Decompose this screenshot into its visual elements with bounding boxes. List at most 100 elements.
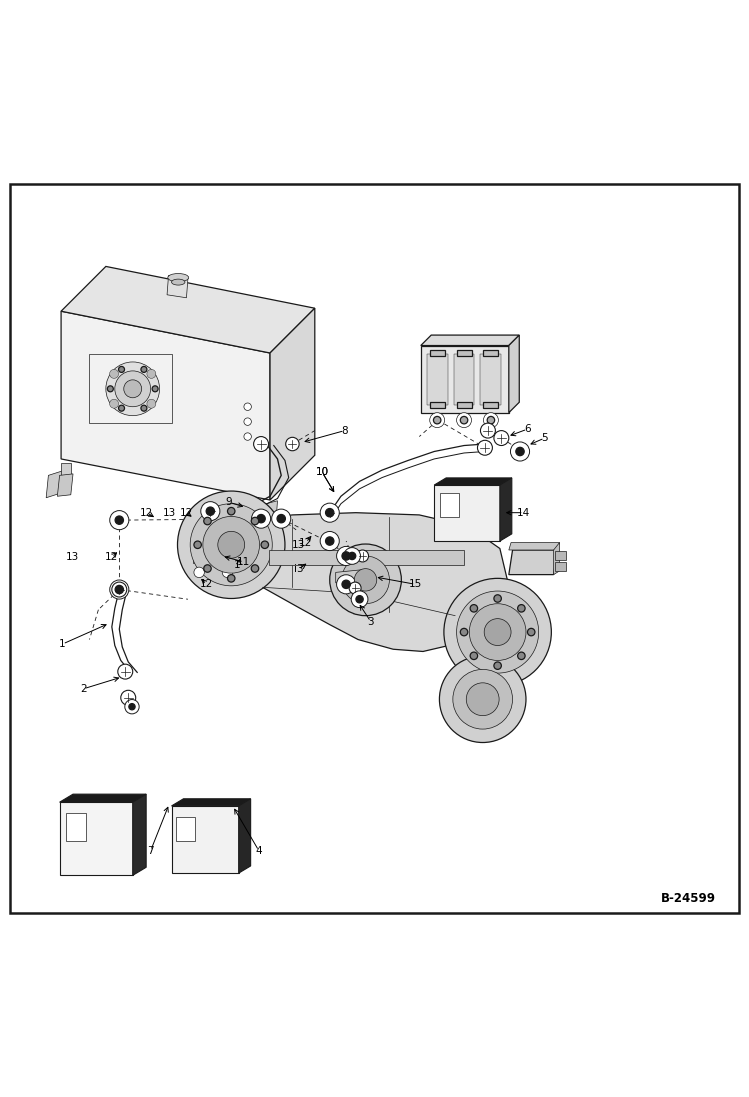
Polygon shape	[192, 523, 246, 531]
Ellipse shape	[168, 273, 189, 282]
Text: 13: 13	[292, 540, 305, 550]
Polygon shape	[61, 267, 315, 353]
Circle shape	[254, 437, 269, 452]
Circle shape	[110, 510, 129, 530]
Text: 1·: 1·	[234, 559, 243, 570]
Circle shape	[203, 517, 260, 573]
Circle shape	[257, 514, 265, 523]
Circle shape	[118, 664, 133, 679]
Circle shape	[222, 567, 233, 578]
Text: 9: 9	[225, 497, 232, 507]
Circle shape	[320, 531, 339, 551]
Text: i3: i3	[294, 564, 303, 575]
Bar	[457, 350, 472, 355]
Circle shape	[494, 431, 509, 445]
Circle shape	[326, 509, 334, 517]
Polygon shape	[421, 346, 509, 412]
Circle shape	[457, 412, 472, 428]
Polygon shape	[192, 531, 238, 566]
Text: 12: 12	[299, 538, 312, 547]
Circle shape	[470, 603, 526, 660]
Circle shape	[228, 575, 235, 583]
Circle shape	[342, 552, 351, 561]
Polygon shape	[238, 523, 246, 566]
Polygon shape	[259, 500, 277, 527]
Polygon shape	[167, 275, 188, 297]
Circle shape	[277, 514, 285, 523]
Text: 12: 12	[140, 508, 154, 518]
Circle shape	[484, 619, 511, 645]
Circle shape	[124, 380, 142, 398]
Polygon shape	[434, 485, 500, 541]
Bar	[66, 813, 86, 841]
Circle shape	[204, 565, 211, 573]
Circle shape	[115, 516, 124, 524]
Circle shape	[244, 433, 252, 440]
Text: 13: 13	[163, 508, 176, 518]
Circle shape	[129, 703, 135, 710]
Bar	[483, 403, 498, 408]
Polygon shape	[239, 799, 251, 873]
Circle shape	[322, 506, 337, 520]
Circle shape	[518, 652, 525, 659]
Circle shape	[112, 583, 127, 597]
Circle shape	[342, 556, 389, 603]
Circle shape	[461, 417, 468, 423]
Polygon shape	[61, 463, 71, 475]
Circle shape	[430, 412, 445, 428]
Circle shape	[141, 366, 147, 372]
Circle shape	[467, 682, 499, 715]
Bar	[193, 533, 216, 564]
Text: 15: 15	[409, 579, 422, 589]
Circle shape	[356, 596, 363, 603]
Circle shape	[480, 423, 495, 438]
Circle shape	[457, 591, 539, 674]
Circle shape	[344, 547, 360, 564]
Circle shape	[125, 700, 139, 714]
Polygon shape	[509, 543, 560, 550]
Circle shape	[194, 567, 204, 578]
Text: 1: 1	[59, 640, 66, 649]
Circle shape	[483, 412, 498, 428]
Circle shape	[272, 509, 291, 528]
Circle shape	[494, 661, 501, 669]
Circle shape	[477, 440, 492, 455]
Circle shape	[147, 399, 156, 408]
Ellipse shape	[172, 279, 185, 285]
Text: 12: 12	[200, 579, 213, 589]
Circle shape	[190, 504, 273, 586]
Circle shape	[121, 690, 136, 705]
Circle shape	[487, 417, 494, 423]
Text: 8: 8	[342, 426, 348, 436]
Circle shape	[357, 550, 369, 562]
Polygon shape	[189, 512, 507, 652]
Polygon shape	[421, 335, 519, 346]
Text: 11: 11	[237, 557, 250, 567]
Polygon shape	[500, 478, 512, 541]
Circle shape	[261, 541, 269, 548]
Circle shape	[251, 565, 258, 573]
Circle shape	[204, 518, 211, 524]
Text: 12: 12	[105, 553, 118, 563]
Circle shape	[206, 507, 214, 516]
Circle shape	[470, 604, 478, 612]
Circle shape	[518, 604, 525, 612]
Bar	[430, 350, 445, 355]
Circle shape	[354, 568, 377, 591]
Circle shape	[109, 370, 118, 378]
Polygon shape	[133, 794, 146, 875]
Polygon shape	[58, 474, 73, 496]
Circle shape	[152, 386, 158, 392]
Text: 5: 5	[542, 433, 548, 443]
Circle shape	[320, 504, 339, 522]
Circle shape	[440, 656, 526, 743]
Circle shape	[461, 629, 468, 636]
Circle shape	[141, 405, 147, 411]
Bar	[269, 550, 464, 565]
Circle shape	[147, 370, 156, 378]
Circle shape	[228, 508, 235, 514]
Circle shape	[351, 591, 368, 608]
Polygon shape	[509, 335, 519, 412]
Polygon shape	[270, 308, 315, 500]
Circle shape	[251, 518, 258, 524]
